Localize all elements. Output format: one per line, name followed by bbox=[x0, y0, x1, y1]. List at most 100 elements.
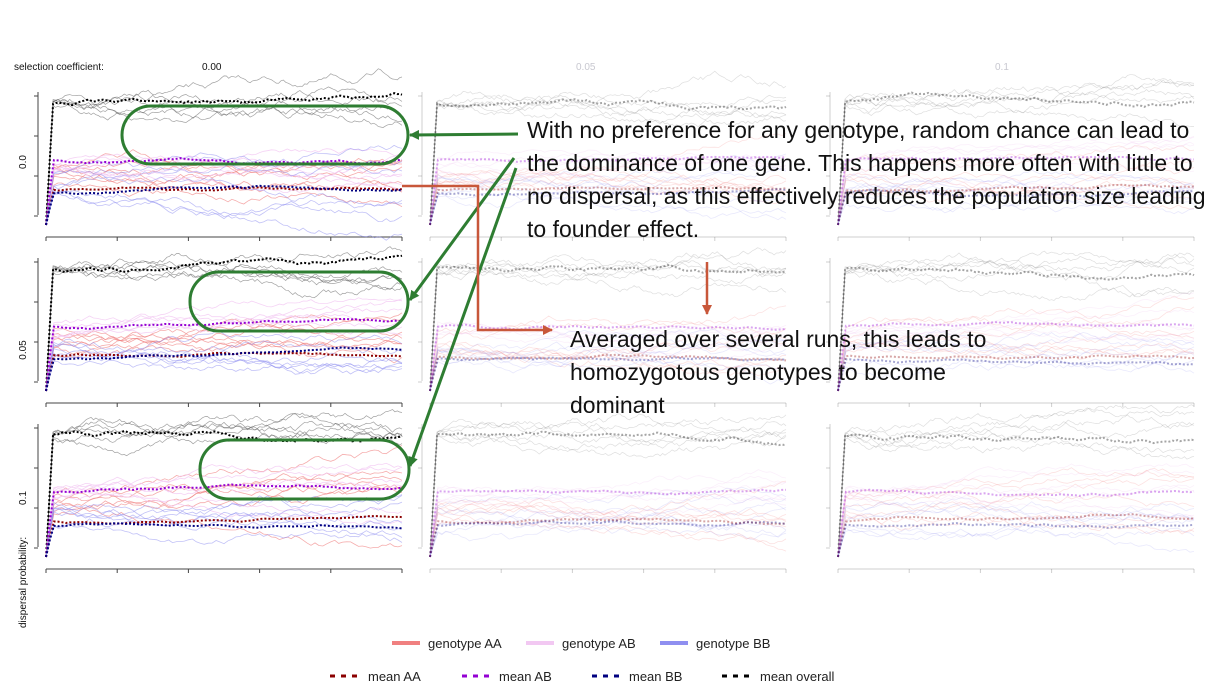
run-overall-r0c1-1 bbox=[429, 99, 787, 226]
run-ab-r1c1-1 bbox=[429, 328, 787, 392]
run-bb-r2c1-1 bbox=[429, 493, 787, 558]
run-aa-r1c2-0 bbox=[837, 306, 1195, 392]
run-aa-r1c1-5 bbox=[429, 305, 787, 392]
mean-ab-r0c0 bbox=[45, 157, 403, 226]
run-aa-r2c1-0 bbox=[429, 506, 787, 558]
run-aa-r0c1-3 bbox=[429, 175, 787, 226]
run-bb-r2c0-2 bbox=[45, 523, 403, 558]
run-overall-r0c2-2 bbox=[837, 80, 1195, 226]
run-bb-r1c1-6 bbox=[429, 343, 787, 392]
run-aa-r1c0-4 bbox=[45, 332, 403, 392]
legend-label-genotype-bb: genotype BB bbox=[696, 636, 770, 651]
run-bb-r0c0-6 bbox=[45, 190, 403, 226]
column-label-1: 0.05 bbox=[576, 62, 596, 73]
run-bb-r0c0-0 bbox=[45, 192, 403, 226]
run-aa-r1c0-3 bbox=[45, 328, 403, 392]
mean-bb-r2c2 bbox=[837, 522, 1195, 558]
run-bb-r1c0-5 bbox=[45, 349, 403, 392]
y-axis-title: dispersal probability: bbox=[18, 537, 29, 628]
run-overall-r1c1-0 bbox=[429, 263, 787, 392]
run-aa-r1c2-5 bbox=[837, 338, 1195, 392]
green-arrow-top bbox=[409, 129, 519, 140]
row-label-1: 0.05 bbox=[18, 340, 29, 360]
mean-bb-r0c2 bbox=[837, 188, 1195, 226]
run-aa-r2c0-4 bbox=[45, 472, 403, 558]
legend-label-mean-bb: mean BB bbox=[629, 669, 682, 684]
run-aa-r2c0-2 bbox=[45, 470, 403, 558]
run-ab-r1c1-3 bbox=[429, 332, 787, 392]
run-overall-r1c2-5 bbox=[837, 253, 1195, 392]
mean-bb-r0c1 bbox=[429, 188, 787, 226]
run-aa-r2c2-1 bbox=[837, 502, 1195, 558]
run-bb-r0c1-6 bbox=[429, 165, 787, 226]
run-overall-r1c2-1 bbox=[837, 270, 1195, 392]
run-overall-r2c1-3 bbox=[429, 418, 787, 558]
run-aa-r0c1-2 bbox=[429, 181, 787, 226]
run-ab-r1c2-5 bbox=[837, 331, 1195, 392]
run-overall-r0c1-3 bbox=[429, 94, 787, 226]
run-ab-r1c2-4 bbox=[837, 308, 1195, 392]
run-overall-r0c0-3 bbox=[45, 99, 403, 226]
run-bb-r2c1-2 bbox=[429, 506, 787, 558]
run-aa-r0c2-4 bbox=[837, 178, 1195, 226]
legend-label-mean-aa: mean AA bbox=[368, 669, 421, 684]
run-bb-r1c2-5 bbox=[837, 333, 1195, 392]
run-ab-r2c2-0 bbox=[837, 466, 1195, 558]
run-bb-r1c1-0 bbox=[429, 345, 787, 392]
mean-ab-r1c2 bbox=[837, 321, 1195, 392]
run-ab-r1c1-2 bbox=[429, 327, 787, 392]
run-ab-r2c1-3 bbox=[429, 469, 787, 558]
highlight-ellipse-middle bbox=[188, 270, 410, 333]
orange-arrow-elbow bbox=[402, 184, 553, 335]
run-overall-r0c1-2 bbox=[429, 103, 787, 226]
run-aa-r2c1-5 bbox=[429, 513, 787, 558]
run-aa-r2c2-0 bbox=[837, 467, 1195, 558]
run-bb-r0c2-0 bbox=[837, 169, 1195, 226]
run-ab-r0c2-4 bbox=[837, 141, 1195, 226]
run-overall-r0c1-0 bbox=[429, 70, 787, 226]
run-bb-r2c2-4 bbox=[837, 525, 1195, 558]
mean-bb-r1c2 bbox=[837, 358, 1195, 392]
annotation-secondary: Averaged over several runs, this leads t… bbox=[570, 326, 987, 418]
run-ab-r1c2-2 bbox=[837, 292, 1195, 392]
run-bb-r0c2-1 bbox=[837, 170, 1195, 226]
selection-coefficient-label: selection coefficient: bbox=[14, 62, 104, 73]
run-aa-r1c0-6 bbox=[45, 322, 403, 392]
run-bb-r1c2-3 bbox=[837, 329, 1195, 392]
run-overall-r0c1-4 bbox=[429, 94, 787, 226]
run-overall-r1c0-5 bbox=[45, 253, 403, 392]
panel-grid bbox=[34, 68, 1195, 573]
run-ab-r2c0-5 bbox=[45, 480, 403, 558]
run-bb-r2c0-1 bbox=[45, 501, 403, 558]
run-ab-r2c0-2 bbox=[45, 462, 403, 558]
run-aa-r2c1-1 bbox=[429, 511, 787, 558]
run-aa-r2c1-2 bbox=[429, 501, 787, 558]
run-bb-r2c2-5 bbox=[837, 509, 1195, 558]
run-bb-r0c1-2 bbox=[429, 168, 787, 226]
run-bb-r1c1-5 bbox=[429, 328, 787, 392]
run-aa-r0c1-4 bbox=[429, 168, 787, 226]
mean-ab-r0c2 bbox=[837, 155, 1195, 226]
run-aa-r0c2-2 bbox=[837, 156, 1195, 226]
mean-aa-r2c1 bbox=[429, 517, 787, 558]
run-aa-r2c0-6 bbox=[45, 445, 403, 558]
run-bb-r1c1-4 bbox=[429, 347, 787, 392]
run-ab-r2c1-5 bbox=[429, 475, 787, 558]
run-overall-r2c1-4 bbox=[429, 429, 787, 558]
run-overall-r2c1-5 bbox=[429, 434, 787, 558]
run-aa-r2c2-6 bbox=[837, 514, 1195, 558]
run-ab-r2c1-1 bbox=[429, 494, 787, 558]
legend: genotype AA genotype AB genotype BB mean… bbox=[330, 636, 835, 684]
run-bb-r0c2-5 bbox=[837, 194, 1195, 226]
run-ab-r1c1-0 bbox=[429, 321, 787, 392]
run-bb-r1c0-2 bbox=[45, 359, 403, 392]
run-aa-r0c2-5 bbox=[837, 180, 1195, 226]
run-aa-r0c1-0 bbox=[429, 132, 787, 226]
run-overall-r2c2-0 bbox=[837, 407, 1195, 558]
highlight-ellipse-bottom bbox=[198, 438, 411, 501]
run-aa-r1c2-6 bbox=[837, 341, 1195, 392]
run-aa-r2c1-4 bbox=[429, 499, 787, 558]
run-aa-r2c1-6 bbox=[429, 480, 787, 558]
run-aa-r0c1-1 bbox=[429, 166, 787, 226]
